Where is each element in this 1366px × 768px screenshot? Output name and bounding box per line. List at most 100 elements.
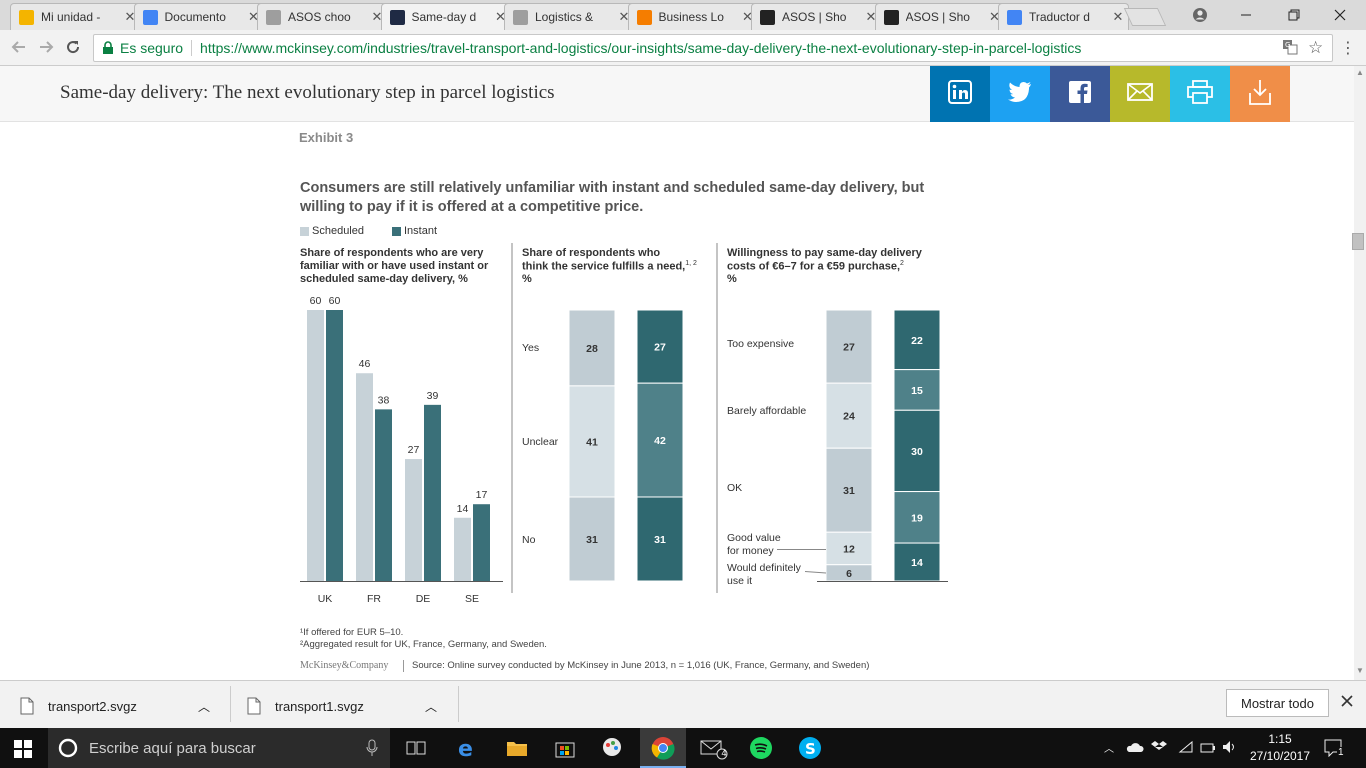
panel2-segment-instant bbox=[636, 382, 684, 498]
cortana-icon bbox=[58, 738, 78, 758]
notification-count: 1 bbox=[1337, 747, 1345, 758]
profile-icon[interactable] bbox=[1180, 4, 1220, 26]
dropbox-icon[interactable] bbox=[1151, 739, 1167, 760]
chevron-up-icon[interactable]: ︿ bbox=[425, 699, 438, 714]
edge-browser-icon[interactable]: e bbox=[456, 736, 480, 762]
skype-icon[interactable]: S bbox=[798, 736, 822, 760]
panel3-segment-instant bbox=[893, 409, 941, 493]
tab-close-icon[interactable]: ✕ bbox=[1112, 9, 1124, 24]
panel3-segment-value: 19 bbox=[911, 512, 923, 524]
spotify-icon[interactable] bbox=[749, 736, 773, 760]
tab-close-icon[interactable]: ✕ bbox=[371, 9, 383, 24]
tab-close-icon[interactable]: ✕ bbox=[248, 9, 259, 24]
menu-dots-icon[interactable]: ⋮ bbox=[1340, 40, 1356, 57]
secure-label: Es seguro bbox=[120, 40, 184, 56]
panel1-bar-scheduled bbox=[405, 459, 422, 581]
linkedin-icon bbox=[948, 79, 972, 109]
footnote-1: ¹If offered for EUR 5–10. bbox=[300, 627, 404, 638]
svg-text:G: G bbox=[1285, 41, 1290, 49]
taskbar-search-box[interactable]: Escribe aquí para buscar bbox=[48, 728, 390, 768]
mail-app-icon[interactable] bbox=[700, 736, 728, 760]
google-translate-icon bbox=[1007, 9, 1022, 25]
mail-badge-count: 4 bbox=[721, 748, 727, 758]
download-separator bbox=[230, 686, 231, 722]
panel3-leader-line bbox=[804, 571, 827, 574]
download-share-button[interactable] bbox=[1230, 66, 1290, 122]
tab-title: Logistics & bbox=[535, 10, 594, 24]
close-window-button[interactable] bbox=[1320, 4, 1360, 26]
tab-title: ASOS | Sho bbox=[905, 10, 970, 24]
volume-icon[interactable] bbox=[1222, 740, 1238, 759]
asos-icon bbox=[760, 9, 775, 25]
panel1-bar-instant bbox=[375, 409, 392, 581]
reload-icon[interactable] bbox=[64, 38, 82, 61]
taskbar-date[interactable]: 27/10/2017 bbox=[1249, 749, 1311, 763]
exhibit-heading-line-2: willing to pay if it is offered at a com… bbox=[300, 199, 644, 215]
browser-tab[interactable]: ASOS | Sho ✕ bbox=[751, 3, 882, 30]
bookmark-star-icon[interactable]: ☆ bbox=[1308, 38, 1324, 57]
panel1-value-label: 14 bbox=[457, 503, 469, 515]
tab-close-icon[interactable]: ✕ bbox=[124, 9, 136, 24]
panel1-category-label: UK bbox=[318, 593, 333, 605]
minimize-button[interactable] bbox=[1226, 4, 1266, 26]
windows-start-icon[interactable] bbox=[14, 740, 32, 763]
scroll-down-arrow-icon[interactable]: ▼ bbox=[1356, 666, 1364, 675]
show-all-downloads-button[interactable]: Mostrar todo bbox=[1226, 689, 1329, 717]
forward-arrow-icon[interactable] bbox=[37, 38, 55, 61]
tab-close-icon[interactable]: ✕ bbox=[495, 9, 506, 24]
panel3-category-label: for money bbox=[727, 545, 774, 557]
onedrive-icon[interactable] bbox=[1126, 740, 1144, 759]
taskbar-time[interactable]: 1:15 bbox=[1268, 732, 1292, 746]
panel2-segment-instant bbox=[636, 496, 684, 582]
twitter-share-button[interactable] bbox=[990, 66, 1050, 122]
restore-button[interactable] bbox=[1274, 4, 1314, 26]
back-arrow-icon[interactable] bbox=[10, 38, 28, 61]
browser-tab[interactable]: Logistics & ✕ bbox=[504, 3, 635, 30]
secure-indicator[interactable]: Es seguro bbox=[102, 40, 183, 56]
tab-close-icon[interactable]: ✕ bbox=[865, 9, 877, 24]
tab-close-icon[interactable]: ✕ bbox=[618, 9, 630, 24]
chevron-up-icon[interactable]: ︿ bbox=[198, 699, 211, 714]
omnibox-separator bbox=[191, 40, 193, 56]
microphone-icon[interactable] bbox=[366, 739, 378, 757]
facebook-share-button[interactable] bbox=[1050, 66, 1110, 122]
panel2-segment-scheduled bbox=[568, 385, 616, 498]
store-icon[interactable] bbox=[553, 736, 577, 760]
print-share-button[interactable] bbox=[1170, 66, 1230, 122]
page-scrollbar[interactable] bbox=[1354, 66, 1366, 680]
browser-tab[interactable]: Same-day d ✕ bbox=[380, 3, 512, 30]
panel3-category-label: Too expensive bbox=[727, 338, 794, 350]
wifi-icon[interactable] bbox=[1178, 740, 1194, 759]
download-item-1[interactable]: transport2.svgz ︿ bbox=[20, 688, 210, 724]
download-item-2[interactable]: transport1.svgz ︿ bbox=[247, 688, 437, 724]
panel2-title-line-3: % bbox=[522, 273, 532, 285]
panel3-segment-value: 12 bbox=[843, 543, 855, 555]
taskbar-search-placeholder: Escribe aquí para buscar bbox=[89, 739, 256, 757]
download-filename: transport2.svgz bbox=[48, 698, 137, 714]
browser-tab[interactable]: Mi unidad - ✕ bbox=[10, 3, 141, 30]
panel3-segment-value: 30 bbox=[911, 446, 923, 458]
chrome-icon[interactable] bbox=[651, 736, 675, 760]
file-explorer-icon[interactable] bbox=[505, 736, 529, 760]
battery-icon[interactable] bbox=[1200, 741, 1216, 759]
browser-tab[interactable]: Documento ✕ bbox=[133, 3, 265, 30]
browser-tab[interactable]: ASOS choo ✕ bbox=[257, 3, 388, 30]
translate-icon[interactable]: G bbox=[1282, 39, 1298, 60]
url-text[interactable]: https://www.mckinsey.com/industries/trav… bbox=[200, 40, 1082, 56]
address-bar[interactable]: Es seguro https://www.mckinsey.com/indus… bbox=[93, 34, 1333, 62]
scroll-up-arrow-icon[interactable]: ▲ bbox=[1356, 68, 1364, 77]
panel2-segment-value: 42 bbox=[654, 435, 666, 447]
tab-close-icon[interactable]: ✕ bbox=[742, 9, 753, 24]
tray-overflow-chevron-icon[interactable]: ︿ bbox=[1104, 744, 1114, 755]
linkedin-share-button[interactable] bbox=[930, 66, 990, 122]
browser-tab[interactable]: Traductor d ✕ bbox=[998, 3, 1129, 30]
tab-close-icon[interactable]: ✕ bbox=[989, 9, 1000, 24]
task-view-icon[interactable] bbox=[404, 736, 428, 760]
panel1-category-label: SE bbox=[465, 593, 479, 605]
close-download-bar-icon[interactable] bbox=[1340, 694, 1354, 713]
panel3-segment-scheduled bbox=[825, 447, 873, 533]
mail-share-button[interactable] bbox=[1110, 66, 1170, 122]
paint-app-icon[interactable] bbox=[601, 736, 625, 760]
scrollbar-thumb[interactable] bbox=[1352, 233, 1364, 250]
action-center-icon[interactable] bbox=[1324, 739, 1344, 762]
